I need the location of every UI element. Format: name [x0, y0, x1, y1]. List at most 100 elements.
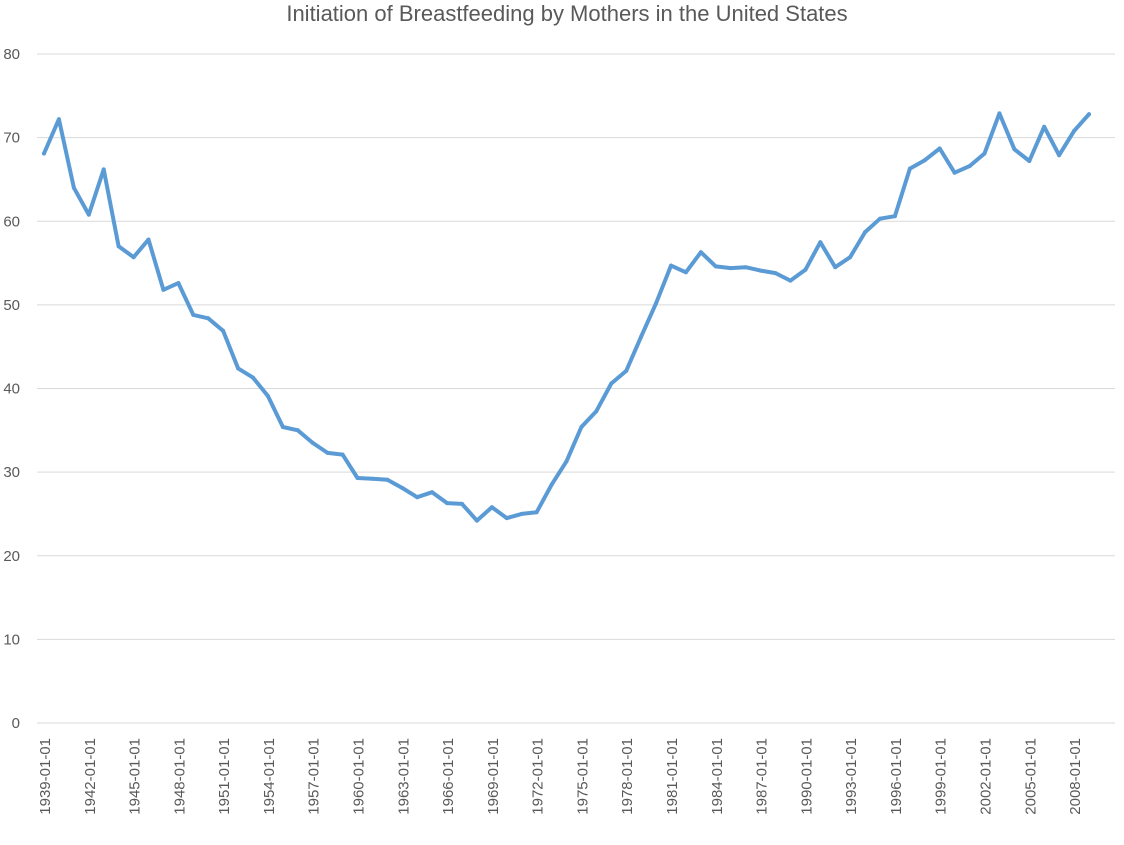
y-tick-label: 50 — [3, 297, 20, 314]
y-tick-label: 30 — [3, 464, 20, 481]
data-point — [430, 490, 435, 495]
data-point — [56, 117, 61, 122]
data-point — [489, 505, 494, 510]
data-point — [71, 185, 76, 190]
data-point — [669, 263, 673, 268]
x-tick-label: 1990-01-01 — [798, 738, 815, 815]
data-point — [1012, 147, 1017, 152]
x-tick-label: 1951-01-01 — [216, 738, 233, 815]
data-point — [713, 264, 718, 269]
data-point — [982, 151, 987, 156]
data-point — [878, 216, 882, 221]
data-point — [624, 368, 629, 373]
data-point — [415, 495, 420, 500]
x-tick-label: 1987-01-01 — [754, 738, 771, 815]
data-point — [474, 518, 479, 523]
data-point — [221, 328, 226, 333]
series-layer — [42, 111, 1091, 523]
data-point — [206, 316, 211, 321]
data-point — [728, 266, 733, 271]
data-point — [131, 255, 136, 260]
x-tick-label: 1969-01-01 — [485, 738, 502, 815]
y-axis-ticks: 0 10 20 30 40 50 60 70 80 — [3, 46, 20, 732]
y-tick-label: 10 — [3, 631, 20, 648]
data-point — [325, 450, 330, 455]
x-tick-label: 1966-01-01 — [440, 738, 457, 815]
data-point — [833, 265, 838, 270]
data-point — [460, 501, 464, 506]
data-point — [161, 287, 166, 292]
data-point — [445, 501, 450, 506]
data-point — [280, 425, 285, 429]
data-point — [236, 366, 241, 371]
x-tick-label: 1978-01-01 — [619, 738, 636, 815]
data-point — [997, 111, 1002, 116]
data-point — [594, 409, 599, 414]
x-tick-label: 2002-01-01 — [978, 738, 995, 815]
data-point — [564, 459, 569, 464]
x-tick-label: 1954-01-01 — [261, 738, 278, 815]
data-point — [952, 170, 957, 175]
data-point — [400, 486, 405, 490]
x-tick-label: 1993-01-01 — [843, 738, 860, 815]
gridlines — [37, 53, 1115, 724]
data-point — [146, 237, 151, 242]
data-point — [340, 452, 345, 457]
x-tick-label: 2005-01-01 — [1022, 738, 1039, 815]
data-point — [698, 250, 703, 255]
data-point — [922, 158, 927, 163]
data-point — [683, 270, 688, 275]
data-point — [191, 312, 196, 317]
x-tick-label: 1984-01-01 — [709, 738, 726, 815]
data-point — [818, 240, 823, 245]
data-point — [385, 477, 390, 482]
data-point — [295, 428, 300, 433]
data-point — [519, 511, 524, 516]
data-point — [310, 440, 315, 445]
data-point — [863, 230, 868, 235]
x-tick-label: 1996-01-01 — [888, 738, 905, 815]
data-point — [504, 516, 509, 521]
data-point — [848, 255, 853, 260]
data-point — [42, 151, 46, 156]
data-point — [743, 265, 748, 270]
y-tick-label: 80 — [3, 46, 20, 63]
x-tick-label: 1939-01-01 — [37, 738, 54, 815]
data-point — [788, 278, 793, 283]
y-tick-label: 70 — [3, 130, 20, 147]
data-point — [773, 271, 778, 276]
y-tick-label: 0 — [12, 715, 20, 732]
data-point — [1027, 159, 1032, 163]
data-point — [251, 375, 255, 380]
data-point — [101, 167, 106, 172]
data-point — [967, 164, 972, 169]
data-point — [937, 146, 942, 151]
data-point — [758, 268, 763, 273]
x-tick-label: 2008-01-01 — [1067, 738, 1084, 815]
x-tick-label: 1942-01-01 — [82, 738, 99, 815]
data-point — [609, 381, 614, 386]
y-tick-label: 40 — [3, 381, 20, 398]
data-point — [355, 476, 360, 480]
data-point — [265, 394, 270, 398]
x-tick-label: 1975-01-01 — [574, 738, 591, 815]
data-point — [534, 510, 539, 515]
x-tick-label: 1972-01-01 — [530, 738, 547, 815]
data-point — [1072, 128, 1077, 133]
data-point — [176, 281, 181, 286]
x-tick-label: 1960-01-01 — [351, 738, 368, 815]
data-point — [86, 212, 91, 217]
x-axis-ticks: 1939-01-01 1942-01-01 1945-01-01 1948-01-01… — [37, 738, 1084, 815]
data-point — [1087, 112, 1091, 117]
x-tick-label: 1981-01-01 — [664, 738, 681, 815]
data-point — [639, 334, 644, 339]
x-tick-label: 1999-01-01 — [933, 738, 950, 815]
y-tick-label: 60 — [3, 213, 20, 230]
chart-title: Initiation of Breastfeeding by Mothers i… — [286, 1, 847, 26]
data-point — [654, 301, 659, 306]
x-tick-label: 1963-01-01 — [395, 738, 412, 815]
data-point — [116, 244, 121, 249]
x-tick-label: 1945-01-01 — [127, 738, 144, 815]
data-point — [892, 214, 897, 219]
